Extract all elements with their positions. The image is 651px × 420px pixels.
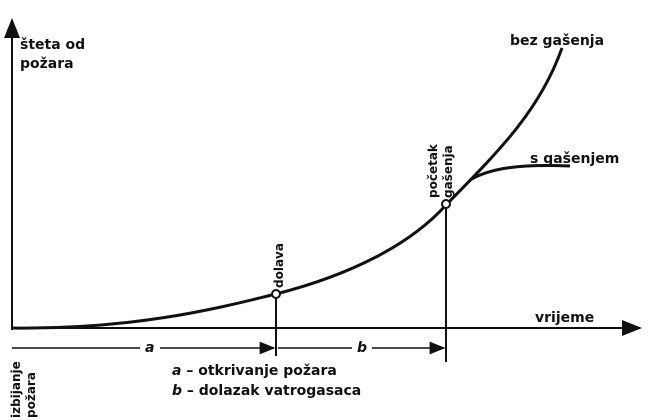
start-label-line1: izbijanje — [9, 361, 23, 418]
marker-label-start-line1: početak — [426, 143, 440, 198]
marker-point-arrival — [271, 289, 281, 299]
y-axis-label-line2: požara — [20, 56, 74, 72]
legend-a: a – otkrivanje požara — [172, 363, 337, 379]
legend-a-text: – otkrivanje požara — [181, 363, 336, 379]
interval-b-label: b — [357, 340, 367, 356]
y-axis-label-line1: šteta od — [20, 37, 85, 53]
legend-b-letter: b — [172, 383, 182, 399]
start-label-line2: požara — [24, 372, 38, 418]
marker-label-arrival: dolava — [272, 243, 286, 288]
interval-b-label-bg — [352, 337, 372, 355]
curve-without-extinguishing-label: bez gašenja — [510, 33, 604, 49]
curve-without-extinguishing — [11, 47, 564, 330]
x-axis-label: vrijeme — [535, 310, 594, 326]
curve-with-extinguishing-label: s gašenjem — [530, 151, 619, 167]
interval-a-label: a — [145, 340, 154, 356]
legend-b-text: – dolazak vatrogasaca — [182, 383, 361, 399]
legend-a-letter: a — [172, 363, 181, 379]
marker-point-start — [441, 199, 451, 209]
legend-b: b – dolazak vatrogasaca — [172, 383, 361, 399]
curve-with-extinguishing — [469, 164, 571, 182]
interval-a-label-bg — [140, 337, 160, 355]
marker-label-start-line2: gašenja — [441, 145, 455, 198]
